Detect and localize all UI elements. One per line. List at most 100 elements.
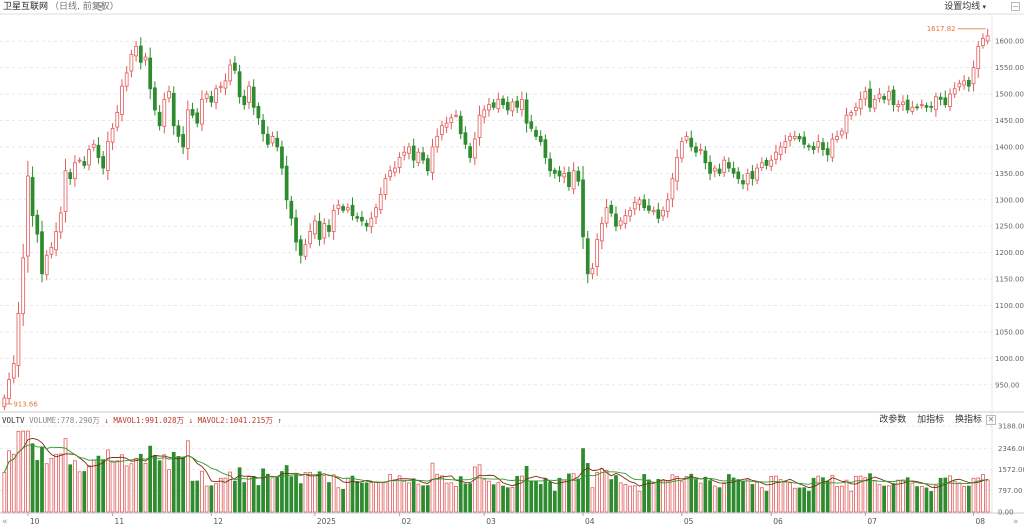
volume-bar bbox=[463, 483, 468, 513]
candle-body bbox=[350, 204, 355, 217]
volume-bar bbox=[618, 482, 623, 513]
close-indicator-icon[interactable]: ✕ bbox=[986, 415, 996, 425]
volume-bar bbox=[449, 482, 454, 513]
candle-body bbox=[313, 220, 317, 235]
candle-body bbox=[26, 175, 30, 257]
volume-bar bbox=[905, 477, 910, 513]
volume-bar bbox=[835, 485, 839, 513]
volume-bar bbox=[501, 485, 505, 513]
volume-bar bbox=[759, 487, 764, 513]
candle-body bbox=[665, 199, 670, 212]
candle-body bbox=[552, 169, 557, 174]
candle-body bbox=[374, 207, 378, 218]
volume-indicator-name: VOLTV bbox=[2, 416, 25, 425]
period-label: （日线, 前复权） bbox=[50, 2, 119, 12]
volume-bar bbox=[792, 487, 797, 513]
volume-bar bbox=[148, 445, 153, 513]
volume-bar bbox=[444, 482, 449, 513]
month-label: 08 bbox=[976, 517, 986, 526]
candle-body bbox=[181, 134, 185, 148]
candle-body bbox=[637, 199, 642, 205]
ma-settings-dropdown[interactable]: 设置均线 bbox=[944, 0, 986, 14]
candle-body bbox=[534, 129, 538, 137]
volume-bar bbox=[872, 480, 877, 513]
candle-body bbox=[896, 104, 901, 107]
volume-bar bbox=[360, 482, 364, 513]
candle-body bbox=[581, 179, 585, 238]
volume-bar bbox=[251, 475, 256, 513]
volume-bar bbox=[162, 454, 167, 513]
volume-bar bbox=[294, 474, 298, 513]
volume-bar bbox=[882, 485, 887, 513]
volume-bar bbox=[858, 475, 863, 513]
volume-bar bbox=[548, 481, 552, 513]
volume-tick-label: 1572.00 bbox=[998, 466, 1024, 474]
volume-bar bbox=[73, 460, 77, 513]
volume-bar bbox=[275, 477, 280, 513]
volume-bar bbox=[543, 478, 548, 513]
candle-body bbox=[651, 209, 656, 213]
price-tick-label: 1600.00 bbox=[995, 38, 1024, 46]
candle-body bbox=[830, 138, 835, 158]
volume-bar bbox=[242, 482, 247, 513]
volume-bar bbox=[105, 449, 110, 513]
candle-body bbox=[567, 172, 571, 187]
switch-indicator-button[interactable]: 换指标 bbox=[954, 415, 982, 425]
settings-gear-icon[interactable] bbox=[96, 2, 105, 11]
volume-bar bbox=[623, 484, 628, 513]
candle-body bbox=[816, 141, 821, 148]
candle-body bbox=[736, 171, 741, 180]
candle-body bbox=[971, 67, 976, 85]
volume-bar bbox=[157, 460, 162, 513]
volume-bar bbox=[952, 480, 957, 513]
volume-bar bbox=[204, 485, 209, 513]
scroll-right-icon[interactable]: » bbox=[1013, 517, 1019, 527]
candle-body bbox=[957, 83, 962, 88]
price-tick-label: 1050.00 bbox=[995, 328, 1024, 336]
candle-body bbox=[595, 239, 600, 268]
scroll-left-icon[interactable]: « bbox=[2, 517, 8, 527]
volume-bar bbox=[411, 478, 416, 513]
volume-bar bbox=[896, 479, 901, 513]
volume-bar bbox=[218, 477, 223, 513]
candle-body bbox=[599, 223, 604, 242]
volume-bar bbox=[124, 465, 129, 513]
volume-bar bbox=[44, 463, 49, 513]
month-label: 07 bbox=[867, 517, 877, 526]
volume-bar bbox=[87, 465, 91, 513]
volume-bar bbox=[962, 485, 966, 513]
candle-body bbox=[11, 363, 16, 379]
candle-body bbox=[632, 202, 637, 210]
candle-body bbox=[576, 170, 581, 182]
volume-bar bbox=[298, 483, 303, 513]
volume-bar bbox=[167, 469, 171, 513]
add-indicator-button[interactable]: 加指标 bbox=[917, 415, 945, 425]
volume-tick-label: 2346.00 bbox=[998, 445, 1024, 453]
volume-bar bbox=[632, 485, 637, 513]
volume-bar bbox=[821, 477, 825, 513]
candle-body bbox=[807, 145, 811, 148]
candle-body bbox=[77, 159, 82, 162]
volume-bar bbox=[934, 485, 938, 513]
volume-bar bbox=[901, 479, 905, 513]
collapse-icon[interactable]: − bbox=[1011, 2, 1020, 11]
volume-bar bbox=[877, 484, 882, 513]
volume-bar bbox=[529, 480, 534, 513]
candle-body bbox=[421, 152, 425, 161]
candle-body bbox=[562, 172, 567, 178]
candle-body bbox=[148, 57, 153, 90]
edit-params-button[interactable]: 改参数 bbox=[879, 415, 907, 425]
volume-bar bbox=[745, 478, 750, 513]
candle-body bbox=[195, 112, 200, 124]
candle-body bbox=[628, 209, 632, 217]
candle-body bbox=[336, 204, 341, 209]
price-tick-label: 1450.00 bbox=[995, 117, 1024, 125]
candle-body bbox=[745, 172, 750, 185]
month-label: 2025 bbox=[317, 517, 336, 526]
candle-body bbox=[849, 112, 854, 116]
candle-body bbox=[430, 146, 435, 174]
volume-bar bbox=[731, 477, 736, 513]
volume-bar bbox=[402, 480, 407, 513]
candle-body bbox=[171, 92, 176, 127]
candle-body bbox=[717, 168, 722, 174]
